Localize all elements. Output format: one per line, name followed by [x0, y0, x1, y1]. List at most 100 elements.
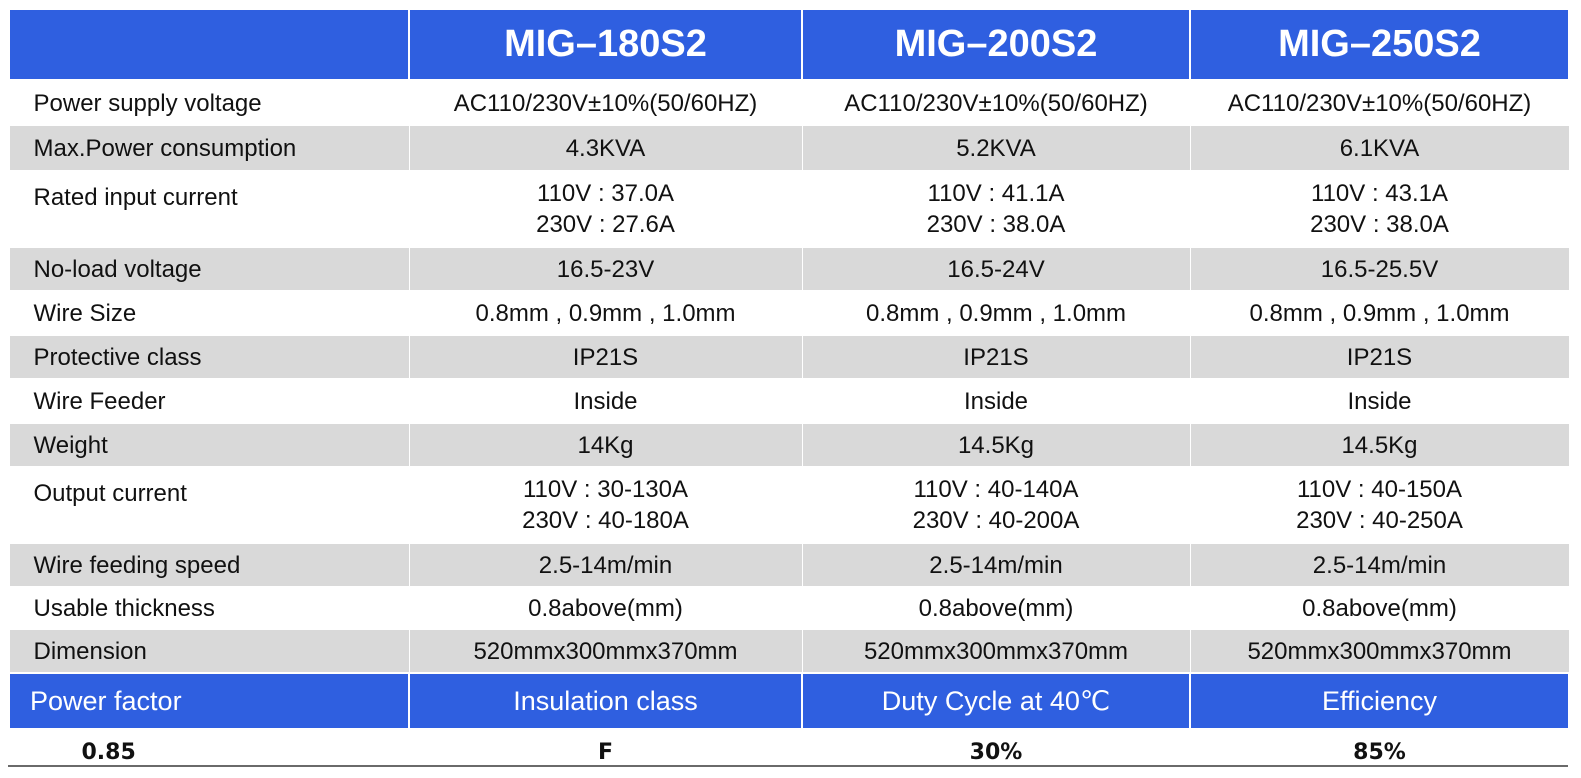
spec-value-cell: 14.5Kg — [1189, 423, 1570, 467]
spec-label: Max.Power consumption — [8, 125, 410, 171]
model-header-mig-200s2: MIG–200S2 — [801, 8, 1191, 81]
spec-value-cell: 2.5-14m/min — [408, 543, 803, 587]
spec-label: Weight — [8, 423, 410, 467]
spec-value-cell: IP21S — [1189, 335, 1570, 379]
spec-value: 0.8above(mm) — [918, 594, 1074, 622]
spec-value-cell: 2.5-14m/min — [1189, 543, 1570, 587]
spec-value: 230V : 27.6A — [536, 211, 675, 238]
spec-value: 0.8mm , 0.9mm , 1.0mm — [865, 299, 1127, 327]
spec-label-text: Dimension — [33, 637, 147, 665]
spec-value: 16.5-25.5V — [1320, 255, 1439, 283]
spec-value: 0.8above(mm) — [528, 594, 683, 622]
spec-row: Max.Power consumption 4.3KVA 5.2KVA 6.1KVA — [8, 125, 1570, 171]
spec-label: Usable thickness — [8, 586, 410, 630]
spec-value-cell: 0.8mm , 0.9mm , 1.0mm — [1189, 290, 1570, 336]
spec-value: 110V : 40-140A — [913, 476, 1079, 503]
header-blank-cell — [8, 8, 410, 81]
spec-row: Usable thickness 0.8above(mm) 0.8above(mm)… — [8, 586, 1570, 630]
spec-value-cell: 110V : 37.0A 230V : 27.6A — [408, 170, 803, 248]
summary-header-row: Power factor Insulation class Duty Cycle… — [8, 672, 1570, 730]
spec-row: Power supply voltage AC110/230V±10%(50/60… — [8, 79, 1570, 126]
spec-row: Wire Feeder Inside Inside Inside — [8, 378, 1570, 424]
spec-row: No-load voltage 16.5-23V 16.5-24V 16.5-25.5… — [8, 247, 1570, 291]
spec-value-cell: 520mmx300mmx370mm — [408, 629, 803, 674]
spec-value-cell: 110V : 40-140A 230V : 40-200A — [801, 466, 1191, 544]
bottom-divider — [8, 765, 1568, 767]
spec-label-text: Max.Power consumption — [33, 134, 297, 162]
spec-value: 230V : 40-250A — [1296, 507, 1463, 534]
model-header-row: MIG–180S2 MIG–200S2 MIG–250S2 — [8, 8, 1570, 81]
spec-label-text: Rated input current — [33, 183, 238, 211]
spec-value: 520mmx300mmx370mm — [1247, 637, 1512, 665]
spec-row: Wire Size 0.8mm , 0.9mm , 1.0mm 0.8mm , 0.… — [8, 290, 1570, 336]
spec-value: IP21S — [963, 343, 1029, 371]
spec-value-cell: 16.5-25.5V — [1189, 247, 1570, 291]
model-header-mig-250s2: MIG–250S2 — [1189, 8, 1570, 81]
spec-value: 2.5-14m/min — [929, 551, 1063, 579]
spec-label-text: Wire feeding speed — [33, 551, 241, 579]
spec-label-text: Power supply voltage — [33, 89, 262, 117]
spec-row: Output current 110V : 30-130A 230V : 40-18… — [8, 466, 1570, 544]
spec-value: 110V : 43.1A — [1311, 180, 1448, 207]
spec-value: 6.1KVA — [1339, 134, 1420, 162]
spec-value-cell: 6.1KVA — [1189, 125, 1570, 171]
spec-value: 0.8mm , 0.9mm , 1.0mm — [1249, 299, 1510, 327]
spec-value: 230V : 40-200A — [912, 507, 1080, 534]
spec-value-cell: 520mmx300mmx370mm — [801, 629, 1191, 674]
spec-label-text: Protective class — [33, 343, 202, 371]
spec-value-cell: 0.8above(mm) — [801, 586, 1191, 630]
spec-value: 14Kg — [577, 431, 634, 459]
spec-label: Power supply voltage — [8, 79, 410, 126]
spec-value: 520mmx300mmx370mm — [863, 637, 1129, 665]
spec-value-cell: 0.8mm , 0.9mm , 1.0mm — [801, 290, 1191, 336]
spec-value: 110V : 40-150A — [1296, 476, 1462, 503]
spec-value: Inside — [573, 387, 638, 415]
spec-value-cell: AC110/230V±10%(50/60HZ) — [408, 79, 803, 126]
spec-label-text: Usable thickness — [33, 594, 215, 622]
spec-value: 14.5Kg — [1341, 431, 1418, 459]
spec-value-cell: 110V : 43.1A 230V : 38.0A — [1189, 170, 1570, 248]
spec-row: Weight 14Kg 14.5Kg 14.5Kg — [8, 423, 1570, 467]
spec-label-text: Wire Size — [33, 299, 137, 327]
spec-value-cell: IP21S — [408, 335, 803, 379]
spec-row: Protective class IP21S IP21S IP21S — [8, 335, 1570, 379]
spec-label: No-load voltage — [8, 247, 410, 291]
duty-cycle-value: 30% — [801, 728, 1191, 775]
spec-value: 2.5-14m/min — [1312, 551, 1447, 579]
spec-label: Output current — [8, 466, 410, 544]
spec-value-cell: 5.2KVA — [801, 125, 1191, 171]
insulation-class-header: Insulation class — [408, 672, 803, 730]
spec-value: 2.5-14m/min — [538, 551, 673, 579]
spec-value: 16.5-24V — [947, 255, 1045, 283]
spec-value: 110V : 37.0A — [537, 180, 674, 207]
spec-value-cell: Inside — [408, 378, 803, 424]
spec-value-cell: 520mmx300mmx370mm — [1189, 629, 1570, 674]
spec-value: 110V : 30-130A — [522, 476, 688, 503]
insulation-class-value: F — [408, 728, 803, 775]
spec-value: 110V : 41.1A — [927, 180, 1065, 207]
model-header-mig-180s2: MIG–180S2 — [408, 8, 803, 81]
summary-value-row: 0.85 F 30% 85% — [8, 728, 1570, 775]
efficiency-header: Efficiency — [1189, 672, 1570, 730]
spec-value: IP21S — [1346, 343, 1413, 371]
spec-value-cell: 110V : 41.1A 230V : 38.0A — [801, 170, 1191, 248]
spec-value-cell: 14.5Kg — [801, 423, 1191, 467]
spec-row: Dimension 520mmx300mmx370mm 520mmx300mmx37… — [8, 629, 1570, 674]
spec-row: Wire feeding speed 2.5-14m/min 2.5-14m/min… — [8, 543, 1570, 587]
spec-label-text: Wire Feeder — [33, 387, 166, 415]
spec-label: Dimension — [8, 629, 410, 674]
duty-cycle-header: Duty Cycle at 40℃ — [801, 672, 1191, 730]
spec-value: 16.5-23V — [556, 255, 655, 283]
spec-label: Rated input current — [8, 170, 410, 248]
spec-value-cell: 4.3KVA — [408, 125, 803, 171]
spec-value: 520mmx300mmx370mm — [473, 637, 738, 665]
power-factor-value: 0.85 — [8, 728, 410, 775]
spec-value-cell: 16.5-23V — [408, 247, 803, 291]
spec-value-cell: IP21S — [801, 335, 1191, 379]
spec-value: IP21S — [572, 343, 639, 371]
spec-value: 0.8mm , 0.9mm , 1.0mm — [475, 299, 736, 327]
spec-value-cell: AC110/230V±10%(50/60HZ) — [801, 79, 1191, 126]
power-factor-header: Power factor — [8, 672, 410, 730]
spec-row: Rated input current 110V : 37.0A 230V : 27… — [8, 170, 1570, 248]
